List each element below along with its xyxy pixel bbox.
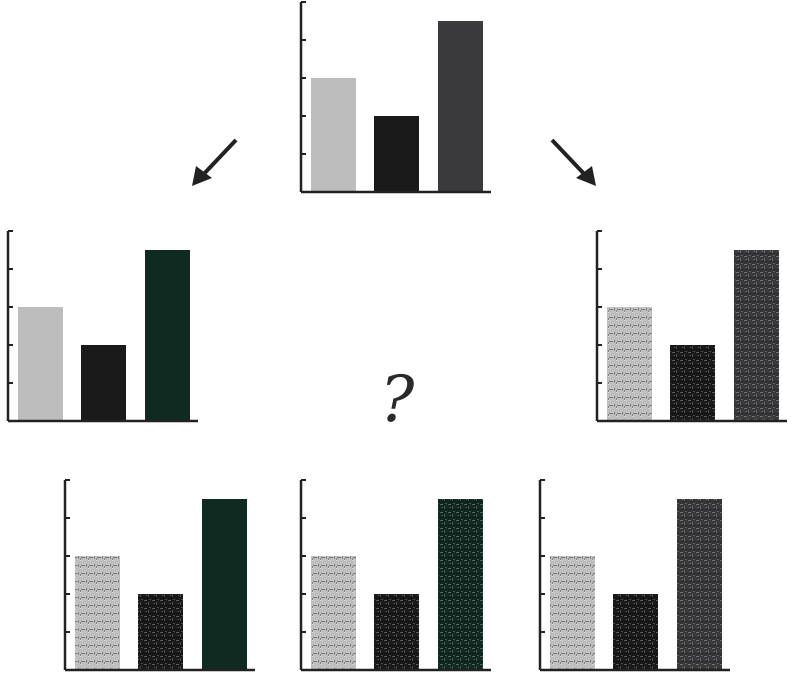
option-3	[538, 479, 730, 672]
question-mark: ?	[380, 363, 415, 437]
bar	[145, 250, 190, 421]
bar-texture	[75, 556, 120, 670]
arrow-down-left-icon	[192, 138, 238, 186]
bar-texture	[138, 594, 183, 670]
bar-texture	[677, 499, 722, 670]
option-1	[63, 479, 255, 672]
bar-texture	[734, 250, 779, 421]
bar	[202, 499, 247, 670]
bar-texture	[374, 594, 419, 670]
option-2	[299, 479, 491, 672]
bar-texture	[438, 499, 483, 670]
bar-texture	[550, 556, 595, 670]
bar	[81, 345, 126, 421]
bar-texture	[670, 345, 715, 421]
source-chart	[299, 1, 491, 194]
bar	[438, 21, 483, 192]
bar-texture	[613, 594, 658, 670]
right-transform	[595, 230, 787, 423]
bar-texture	[607, 307, 652, 421]
bar-texture	[311, 556, 356, 670]
bar	[311, 78, 356, 192]
left-transform	[6, 230, 198, 423]
arrow-down-right-icon	[550, 138, 596, 186]
bar	[18, 307, 63, 421]
bar	[374, 116, 419, 192]
